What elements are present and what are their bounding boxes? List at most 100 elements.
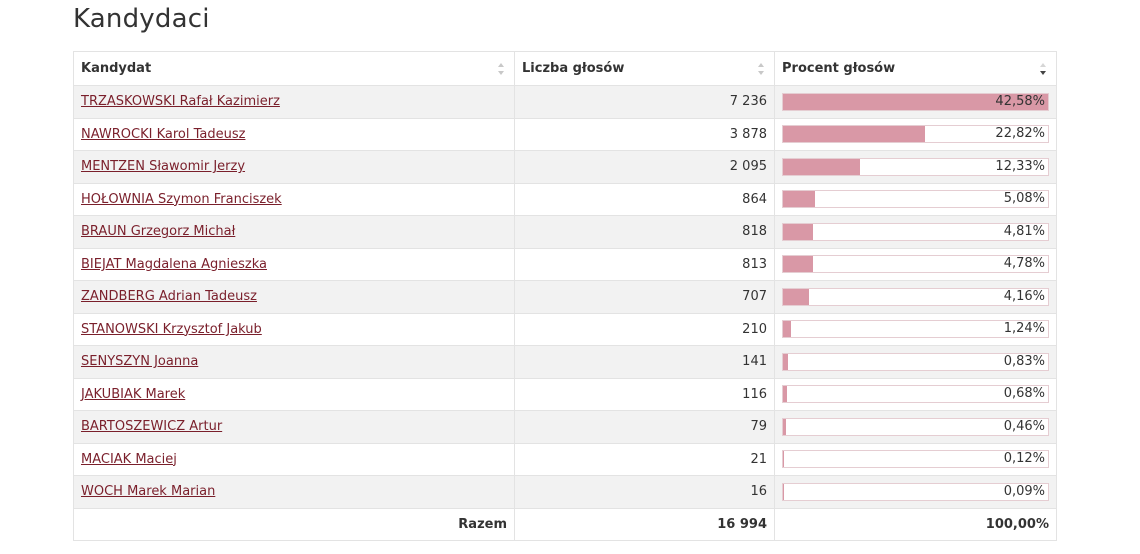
candidate-link[interactable]: BARTOSZEWICZ Artur: [81, 419, 223, 435]
percent-bar: 0,09%: [782, 482, 1049, 501]
candidate-cell: JAKUBIAK Marek: [73, 377, 515, 411]
totals-label: Razem: [73, 507, 515, 541]
table-row: TRZASKOWSKI Rafał Kazimierz 7 236 42,58%: [73, 85, 1057, 119]
percent-cell: 42,58%: [774, 85, 1057, 119]
candidate-link[interactable]: SENYSZYN Joanna: [81, 354, 199, 370]
column-header-label: Liczba głosów: [522, 61, 625, 76]
percent-bar: 5,08%: [782, 190, 1049, 209]
percent-bar-fill: [783, 158, 860, 175]
percent-cell: 4,78%: [774, 247, 1057, 281]
percent-value: 22,82%: [995, 126, 1045, 142]
percent-value: 0,68%: [1003, 386, 1045, 402]
percent-cell: 22,82%: [774, 117, 1057, 151]
percent-bar: 42,58%: [782, 92, 1049, 111]
column-header-label: Procent głosów: [782, 61, 896, 76]
votes-cell: 21: [514, 442, 775, 476]
candidate-link[interactable]: MENTZEN Sławomir Jerzy: [81, 159, 246, 175]
column-header-candidate[interactable]: Kandydat: [73, 51, 515, 86]
candidate-link[interactable]: BRAUN Grzegorz Michał: [81, 224, 236, 240]
candidate-cell: BIEJAT Magdalena Agnieszka: [73, 247, 515, 281]
candidate-link[interactable]: MACIAK Maciej: [81, 451, 177, 467]
percent-value: 4,16%: [1003, 288, 1045, 304]
votes-cell: 210: [514, 312, 775, 346]
candidate-link[interactable]: HOŁOWNIA Szymon Franciszek: [81, 191, 282, 207]
percent-value: 4,81%: [1003, 223, 1045, 239]
candidate-cell: ZANDBERG Adrian Tadeusz: [73, 280, 515, 314]
totals-row: Razem 16 994 100,00%: [73, 507, 1057, 541]
percent-bar-fill: [783, 386, 788, 403]
table-row: BIEJAT Magdalena Agnieszka 813 4,78%: [73, 247, 1057, 281]
percent-cell: 0,12%: [774, 442, 1057, 476]
candidate-cell: TRZASKOWSKI Rafał Kazimierz: [73, 85, 515, 119]
table-row: WOCH Marek Marian 16 0,09%: [73, 475, 1057, 509]
page-title: Kandydaci: [73, 4, 210, 34]
percent-value: 0,83%: [1003, 353, 1045, 369]
percent-bar: 0,68%: [782, 385, 1049, 404]
candidate-cell: BRAUN Grzegorz Michał: [73, 215, 515, 249]
candidate-cell: WOCH Marek Marian: [73, 475, 515, 509]
percent-cell: 5,08%: [774, 182, 1057, 216]
candidate-link[interactable]: ZANDBERG Adrian Tadeusz: [81, 289, 257, 305]
candidate-link[interactable]: JAKUBIAK Marek: [81, 386, 186, 402]
candidate-link[interactable]: BIEJAT Magdalena Agnieszka: [81, 256, 267, 272]
votes-cell: 116: [514, 377, 775, 411]
candidate-link[interactable]: NAWROCKI Karol Tadeusz: [81, 126, 246, 142]
table-row: MENTZEN Sławomir Jerzy 2 095 12,33%: [73, 150, 1057, 184]
column-header-percent[interactable]: Procent głosów: [774, 51, 1057, 86]
candidates-table: Kandydat Liczba głosów Procent głosów TR…: [73, 51, 1057, 541]
percent-bar-fill: [783, 288, 809, 305]
totals-percent: 100,00%: [774, 507, 1057, 541]
percent-bar: 12,33%: [782, 157, 1049, 176]
percent-bar: 0,46%: [782, 417, 1049, 436]
table-row: STANOWSKI Krzysztof Jakub 210 1,24%: [73, 312, 1057, 346]
percent-value: 12,33%: [995, 158, 1045, 174]
column-header-votes[interactable]: Liczba głosów: [514, 51, 775, 86]
table-row: NAWROCKI Karol Tadeusz 3 878 22,82%: [73, 117, 1057, 151]
percent-bar-fill: [783, 223, 813, 240]
candidate-link[interactable]: STANOWSKI Krzysztof Jakub: [81, 321, 262, 337]
votes-cell: 707: [514, 280, 775, 314]
candidate-cell: HOŁOWNIA Szymon Franciszek: [73, 182, 515, 216]
votes-cell: 813: [514, 247, 775, 281]
percent-bar-fill: [783, 418, 786, 435]
percent-value: 0,12%: [1003, 451, 1045, 467]
table-header-row: Kandydat Liczba głosów Procent głosów: [73, 51, 1057, 86]
candidate-cell: NAWROCKI Karol Tadeusz: [73, 117, 515, 151]
percent-bar-fill: [783, 191, 815, 208]
percent-value: 0,09%: [1003, 483, 1045, 499]
candidate-link[interactable]: WOCH Marek Marian: [81, 484, 216, 500]
candidate-cell: BARTOSZEWICZ Artur: [73, 410, 515, 444]
percent-value: 0,46%: [1003, 418, 1045, 434]
percent-bar: 4,16%: [782, 287, 1049, 306]
candidate-cell: SENYSZYN Joanna: [73, 345, 515, 379]
votes-cell: 818: [514, 215, 775, 249]
table-body: TRZASKOWSKI Rafał Kazimierz 7 236 42,58% NA…: [73, 85, 1057, 509]
percent-bar-fill: [783, 451, 784, 468]
percent-cell: 1,24%: [774, 312, 1057, 346]
percent-bar: 1,24%: [782, 320, 1049, 339]
percent-bar-fill: [783, 256, 813, 273]
sort-icon[interactable]: [758, 62, 766, 76]
sort-desc-icon[interactable]: [1040, 62, 1048, 76]
percent-bar: 22,82%: [782, 125, 1049, 144]
votes-cell: 7 236: [514, 85, 775, 119]
votes-cell: 864: [514, 182, 775, 216]
candidate-link[interactable]: TRZASKOWSKI Rafał Kazimierz: [81, 94, 280, 110]
percent-bar-fill: [783, 126, 926, 143]
votes-cell: 79: [514, 410, 775, 444]
sort-icon[interactable]: [498, 62, 506, 76]
table-row: ZANDBERG Adrian Tadeusz 707 4,16%: [73, 280, 1057, 314]
votes-cell: 2 095: [514, 150, 775, 184]
percent-bar: 0,83%: [782, 352, 1049, 371]
votes-cell: 16: [514, 475, 775, 509]
percent-cell: 4,16%: [774, 280, 1057, 314]
percent-bar-fill: [783, 93, 1048, 110]
column-header-label: Kandydat: [81, 61, 152, 76]
totals-votes: 16 994: [514, 507, 775, 541]
percent-bar-fill: [783, 483, 784, 500]
percent-bar: 0,12%: [782, 450, 1049, 469]
votes-cell: 3 878: [514, 117, 775, 151]
candidate-cell: STANOWSKI Krzysztof Jakub: [73, 312, 515, 346]
percent-cell: 0,09%: [774, 475, 1057, 509]
table-row: BARTOSZEWICZ Artur 79 0,46%: [73, 410, 1057, 444]
